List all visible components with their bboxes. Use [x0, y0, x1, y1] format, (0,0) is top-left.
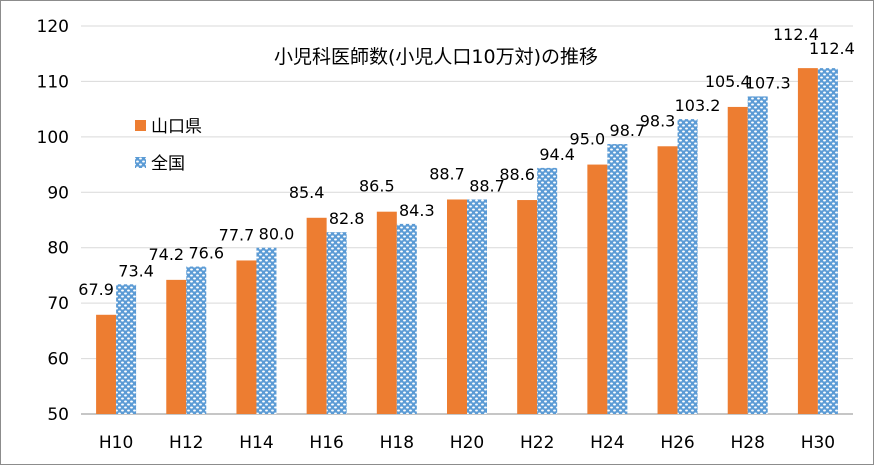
bar-national — [186, 266, 207, 414]
y-tick-labels: 50 60 70 80 90 100 110 120 — [37, 17, 69, 425]
bar-yamaguchi — [96, 314, 117, 414]
data-label-yamaguchi: 112.4 — [773, 25, 819, 44]
data-label-national: 84.3 — [399, 201, 435, 220]
bars — [96, 68, 838, 415]
bar-national — [817, 68, 838, 414]
x-tick-label: H10 — [99, 433, 133, 453]
data-label-yamaguchi: 88.6 — [499, 165, 535, 184]
data-label-yamaguchi: 98.3 — [640, 111, 676, 130]
x-tick-label: H20 — [450, 433, 484, 453]
legend-swatch-yamaguchi — [135, 120, 146, 131]
y-tick-label: 90 — [47, 183, 69, 203]
legend-label-national: 全国 — [151, 154, 185, 174]
data-labels: 67.973.474.2 76.677.7 80.0 85.482.8 86.584.3… — [78, 25, 855, 299]
x-tick-label: H14 — [239, 433, 273, 453]
legend-swatch-national — [135, 157, 146, 168]
data-label-yamaguchi: 86.5 — [359, 177, 395, 196]
data-label-national: 107.3 — [745, 73, 791, 92]
y-tick-label: 60 — [47, 350, 69, 370]
bar-yamaguchi — [306, 217, 327, 414]
y-tick-label: 120 — [37, 17, 69, 37]
data-label-yamaguchi: 105.4 — [705, 72, 751, 91]
y-tick-label: 80 — [47, 239, 69, 259]
bar-yamaguchi — [376, 211, 397, 414]
data-label-national: 94.4 — [539, 145, 575, 164]
x-tick-label: H24 — [590, 433, 624, 453]
data-label-yamaguchi: 67.9 — [78, 280, 114, 299]
y-tick-label: 70 — [47, 294, 69, 314]
y-tick-label: 50 — [47, 405, 69, 425]
data-label-yamaguchi: 95.0 — [570, 130, 606, 149]
x-tick-label: H12 — [169, 433, 203, 453]
data-label-national: 88.7 — [469, 176, 505, 195]
legend: 山口県 全国 — [135, 117, 202, 174]
data-label-national: 103.2 — [675, 96, 721, 115]
data-label-national: 82.8 — [329, 209, 365, 228]
data-label-yamaguchi: 88.7 — [429, 164, 465, 183]
y-tick-label: 110 — [37, 72, 69, 92]
x-tick-label: H28 — [731, 433, 765, 453]
data-label-national: 98.7 — [610, 121, 646, 140]
bar-yamaguchi — [587, 164, 608, 414]
x-tick-label: H22 — [520, 433, 554, 453]
bar-yamaguchi — [727, 106, 748, 414]
data-label-national: 73.4 — [118, 261, 154, 280]
x-tick-label: H30 — [801, 433, 835, 453]
bar-national — [256, 247, 277, 414]
bar-national — [396, 223, 417, 414]
bar-national — [116, 284, 137, 414]
data-label-national: 112.4 — [809, 39, 855, 58]
bar-yamaguchi — [517, 200, 538, 414]
bar-national — [607, 144, 628, 414]
data-label-yamaguchi: 74.2 — [148, 245, 184, 264]
bar-national — [537, 167, 558, 414]
bar-national — [747, 96, 768, 414]
data-label-national: 80.0 — [259, 225, 295, 244]
bar-national — [677, 119, 698, 415]
x-tick-label: H18 — [380, 433, 414, 453]
data-label-national: 76.6 — [188, 244, 224, 263]
x-tick-label: H26 — [660, 433, 694, 453]
chart-title: 小児科医師数(小児人口10万対)の推移 — [274, 46, 598, 68]
bar-national — [326, 232, 347, 414]
bar-national — [467, 199, 487, 414]
data-label-yamaguchi: 85.4 — [289, 183, 325, 202]
bar-yamaguchi — [797, 68, 818, 414]
bar-yamaguchi — [447, 199, 467, 414]
bar-yamaguchi — [166, 279, 187, 414]
legend-label-yamaguchi: 山口県 — [151, 117, 202, 137]
x-tick-labels: H10 H12 H14 H16 H18 H20 H22 H24 H26 H28 H30 — [99, 433, 835, 453]
bar-yamaguchi — [657, 146, 678, 414]
x-tick-label: H16 — [309, 433, 343, 453]
y-tick-label: 100 — [37, 128, 69, 148]
bar-yamaguchi — [236, 260, 257, 414]
data-label-yamaguchi: 77.7 — [219, 225, 255, 244]
